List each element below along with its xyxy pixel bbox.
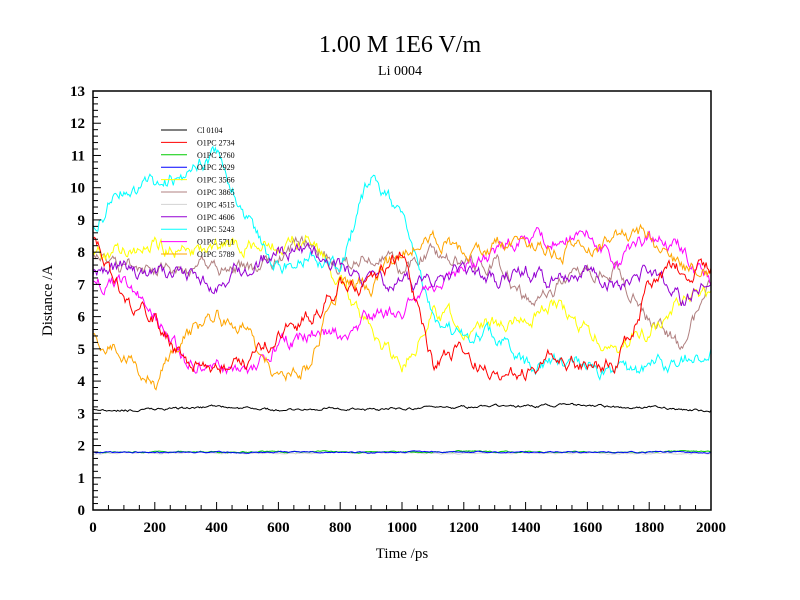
series-line-o1pc-5243 bbox=[92, 145, 712, 381]
x-tick-label: 0 bbox=[89, 520, 97, 536]
y-tick-label: 0 bbox=[78, 503, 86, 519]
series-line-cl-0104 bbox=[92, 402, 712, 413]
legend-label: O1PC 3566 bbox=[197, 176, 235, 185]
y-axis-label: Distance /A bbox=[40, 265, 56, 336]
legend: Cl 0104 O1PC 2734 O1PC 2760 O1PC 2929 O1PC 3… bbox=[161, 126, 235, 259]
legend-label: O1PC 2929 bbox=[197, 163, 235, 172]
x-tick-label: 400 bbox=[205, 520, 228, 536]
x-tick-label: 800 bbox=[329, 520, 352, 536]
legend-label: Cl 0104 bbox=[197, 126, 223, 135]
chart-subtitle: Li 0004 bbox=[378, 64, 422, 79]
x-tick-label: 600 bbox=[267, 520, 290, 536]
series-line-o1pc-5789 bbox=[92, 223, 712, 391]
y-tick-label: 10 bbox=[70, 181, 85, 197]
y-tick-label: 2 bbox=[78, 439, 86, 455]
legend-label: O1PC 5243 bbox=[197, 225, 235, 234]
plot-frame bbox=[92, 90, 712, 511]
series-line-o1pc-2929 bbox=[93, 450, 712, 454]
x-tick-label: 1800 bbox=[634, 520, 664, 536]
x-tick-label: 1200 bbox=[449, 520, 479, 536]
series-line-o1pc-3566 bbox=[92, 234, 712, 373]
y-tick-label: 8 bbox=[78, 245, 86, 261]
y-tick-label: 3 bbox=[78, 406, 86, 422]
series-line-o1pc-4606 bbox=[92, 242, 712, 307]
series-line-o1pc-2734 bbox=[92, 236, 712, 382]
legend-label: O1PC 4515 bbox=[197, 200, 235, 209]
y-tick-label: 13 bbox=[70, 84, 85, 100]
y-tick-label: 11 bbox=[71, 148, 85, 164]
x-tick-label: 200 bbox=[144, 520, 167, 536]
chart-title: 1.00 M 1E6 V/m bbox=[318, 32, 482, 58]
y-tick-label: 7 bbox=[78, 277, 86, 293]
series-line-o1pc-3865 bbox=[92, 235, 712, 351]
x-axis-label: Time /ps bbox=[376, 546, 429, 562]
x-tick-label: 2000 bbox=[696, 520, 726, 536]
x-tick-label: 1000 bbox=[387, 520, 417, 536]
legend-label: O1PC 2760 bbox=[197, 151, 235, 160]
y-tick-label: 4 bbox=[78, 374, 86, 390]
y-tick-label: 6 bbox=[78, 310, 86, 326]
legend-label: O1PC 4606 bbox=[197, 213, 235, 222]
legend-label: O1PC 5789 bbox=[197, 250, 235, 259]
y-tick-label: 12 bbox=[70, 116, 85, 132]
legend-label: O1PC 2734 bbox=[197, 138, 235, 147]
legend-label: O1PC 3865 bbox=[197, 188, 235, 197]
y-tick-label: 5 bbox=[78, 342, 86, 358]
x-tick-label: 1600 bbox=[572, 520, 602, 536]
y-tick-label: 9 bbox=[78, 213, 86, 229]
series-line-o1pc-5711 bbox=[92, 227, 712, 376]
legend-label: O1PC 5711 bbox=[197, 238, 234, 247]
x-tick-label: 1400 bbox=[511, 520, 541, 536]
y-tick-label: 1 bbox=[78, 471, 86, 487]
